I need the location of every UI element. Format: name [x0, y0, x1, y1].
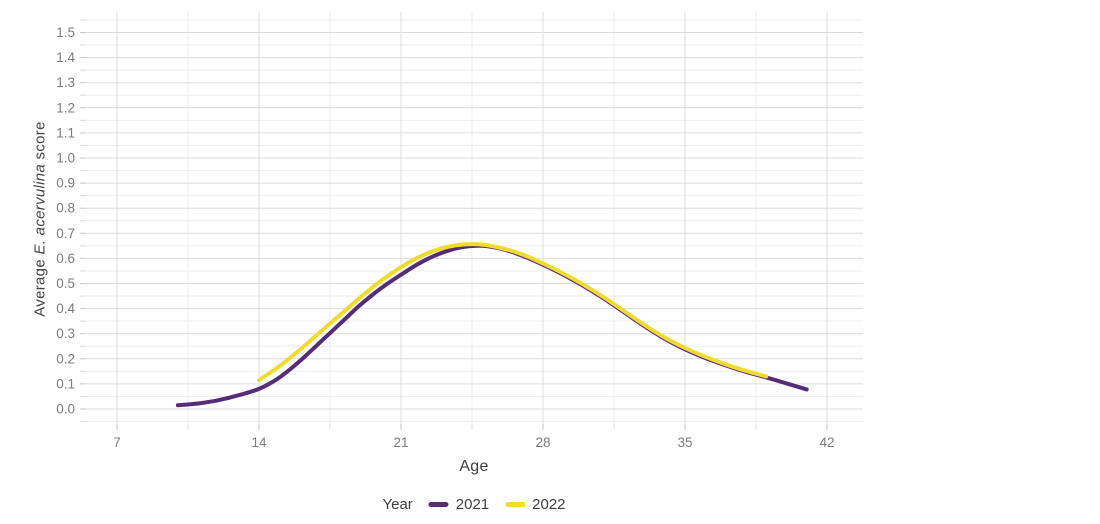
y-tick-label: 0.0: [56, 402, 75, 417]
y-tick-label: 0.1: [56, 376, 75, 391]
y-axis-title-suffix: score: [31, 121, 49, 164]
legend-label-2022: 2022: [532, 496, 566, 513]
y-tick-label: 1.4: [56, 50, 75, 65]
y-tick-label: 0.9: [56, 176, 75, 191]
legend-label-2021: 2021: [455, 496, 490, 513]
y-tick-label: 0.7: [56, 226, 75, 241]
legend-item-2022: 2022: [505, 496, 566, 513]
y-tick-label: 0.3: [56, 326, 75, 341]
legend-swatch-2022: [505, 502, 526, 507]
x-tick-label: 21: [393, 435, 408, 450]
y-tick-label: 0.6: [56, 251, 75, 266]
series-line-2021: [175, 243, 809, 408]
legend-title: Year: [382, 496, 413, 513]
y-tick-label: 1.1: [56, 125, 75, 140]
x-tick-label: 28: [535, 435, 550, 450]
x-tick-label: 35: [677, 435, 692, 450]
y-tick-label: 1.0: [56, 151, 75, 166]
y-tick-label: 1.5: [56, 25, 75, 40]
y-tick-label: 1.2: [56, 100, 75, 115]
x-tick-label: 42: [819, 435, 834, 450]
y-axis-title-prefix: Average: [31, 254, 49, 317]
legend-item-2021: 2021: [428, 496, 490, 513]
x-tick-label: 14: [251, 435, 267, 450]
x-tick-label: 7: [113, 435, 121, 450]
y-tick-label: 0.8: [56, 201, 75, 216]
y-axis-title: Average E. acervulina score: [32, 121, 49, 316]
y-tick-label: 0.2: [56, 351, 75, 366]
series-line-2022: [257, 242, 769, 383]
legend: Year 2021 2022: [382, 496, 565, 513]
legend-swatch-2021: [428, 502, 449, 507]
x-axis-title: Age: [459, 458, 489, 475]
y-axis-title-species-italic: E. acervulina: [31, 163, 49, 255]
y-tick-label: 1.3: [56, 75, 75, 90]
y-tick-label: 0.4: [56, 301, 75, 316]
y-tick-label: 0.5: [56, 276, 75, 291]
